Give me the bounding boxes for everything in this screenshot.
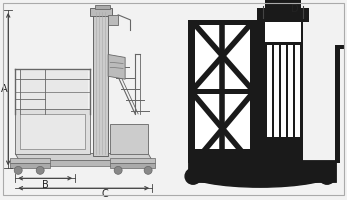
Polygon shape — [20, 71, 88, 111]
Circle shape — [319, 168, 335, 184]
Text: B: B — [42, 180, 49, 190]
Text: D: D — [291, 4, 299, 14]
Polygon shape — [108, 54, 125, 79]
Bar — [257, 8, 309, 22]
Ellipse shape — [188, 159, 332, 187]
Polygon shape — [95, 5, 110, 9]
Bar — [188, 160, 336, 182]
Polygon shape — [257, 20, 263, 163]
Polygon shape — [108, 15, 118, 25]
Polygon shape — [20, 114, 85, 149]
Bar — [195, 89, 250, 94]
Bar — [274, 45, 279, 137]
Polygon shape — [110, 163, 155, 168]
Bar — [295, 45, 300, 137]
Polygon shape — [10, 158, 50, 163]
Polygon shape — [110, 158, 155, 163]
Text: A: A — [1, 84, 8, 94]
Circle shape — [36, 166, 44, 174]
Circle shape — [144, 166, 152, 174]
Bar — [195, 149, 250, 161]
Bar — [195, 25, 250, 161]
Bar — [335, 45, 345, 49]
Bar — [265, 0, 301, 10]
Polygon shape — [15, 109, 90, 154]
Polygon shape — [15, 160, 152, 166]
Bar — [335, 45, 340, 163]
Bar — [188, 20, 257, 163]
Circle shape — [185, 168, 201, 184]
Bar — [288, 45, 293, 137]
Polygon shape — [90, 8, 112, 16]
Text: C: C — [102, 189, 109, 199]
Polygon shape — [93, 10, 108, 156]
Polygon shape — [15, 154, 152, 160]
Bar — [263, 20, 303, 161]
Bar — [281, 45, 286, 137]
Circle shape — [14, 166, 22, 174]
Polygon shape — [10, 163, 50, 168]
Bar — [265, 22, 301, 42]
Bar — [267, 45, 272, 137]
Circle shape — [114, 166, 122, 174]
Polygon shape — [110, 124, 148, 154]
